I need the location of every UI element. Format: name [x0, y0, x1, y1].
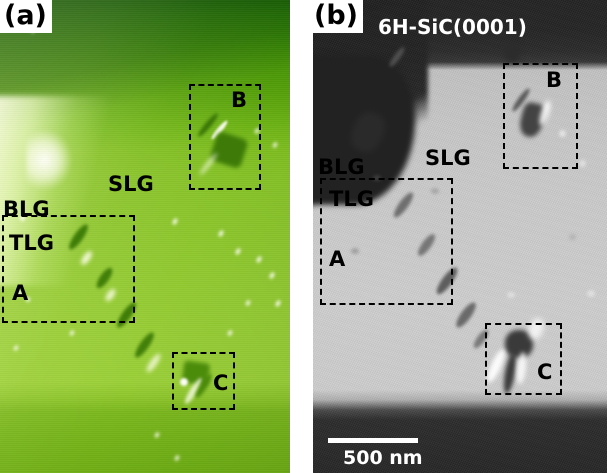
panel-a-particle [26, 297, 30, 302]
panel-b-roi-box-c [485, 323, 562, 395]
panel-a-roi-box-c [172, 352, 235, 410]
panel-a-scanline-texture [0, 0, 290, 473]
panel-b-particle [587, 290, 595, 297]
panel-a-feature-c-bright [180, 378, 188, 386]
panel-b-particle [431, 188, 439, 194]
panel-a-label-slg: SLG [108, 172, 154, 196]
panel-b-leem-grayscale-image: 6H-SiC(0001) SLG BLG TLG A B C 500 nm [313, 0, 607, 473]
panel-a-label-region-c: C [213, 371, 229, 395]
panel-b-feature-b-dark-dot [504, 42, 520, 62]
panel-a-bright-spot [26, 130, 72, 190]
scale-bar-line [328, 438, 418, 443]
panel-a-label-blg: BLG [3, 197, 50, 221]
panel-a-label-region-b: B [231, 88, 248, 112]
panel-a-label-tlg: TLG [9, 231, 54, 255]
panel-b-label-blg: BLG [318, 155, 365, 179]
panel-a-particle [20, 215, 25, 221]
panel-b-label-tlg: TLG [329, 187, 374, 211]
panel-b-label-slg: SLG [425, 146, 471, 170]
scale-bar-label: 500 nm [343, 447, 423, 469]
panel-b-roi-box-b [503, 63, 578, 169]
panel-a-label-region-a: A [12, 281, 29, 305]
panel-b-particle [559, 130, 566, 137]
panel-b-label-region-a: A [329, 247, 346, 271]
panel-b-roi-box-a [320, 178, 453, 305]
panel-a-roi-box-b [189, 84, 261, 190]
panel-a-tag: (a) [0, 0, 52, 33]
panel-b-title-substrate: 6H-SiC(0001) [378, 15, 527, 39]
panel-b-particle [569, 234, 576, 240]
panel-a-leem-green-image: SLG BLG TLG A B C [0, 0, 290, 473]
panel-b-particle [351, 248, 359, 254]
panel-b-particle [579, 160, 586, 167]
panel-b-tag: (b) [310, 0, 364, 33]
panel-a-roi-box-a [2, 215, 135, 323]
panel-a-particle [17, 290, 22, 296]
panel-b-particle [507, 292, 515, 298]
panel-a-bright-step-wedge [0, 96, 112, 286]
panel-b-label-region-b: B [546, 68, 563, 92]
panel-b-label-region-c: C [537, 360, 553, 384]
